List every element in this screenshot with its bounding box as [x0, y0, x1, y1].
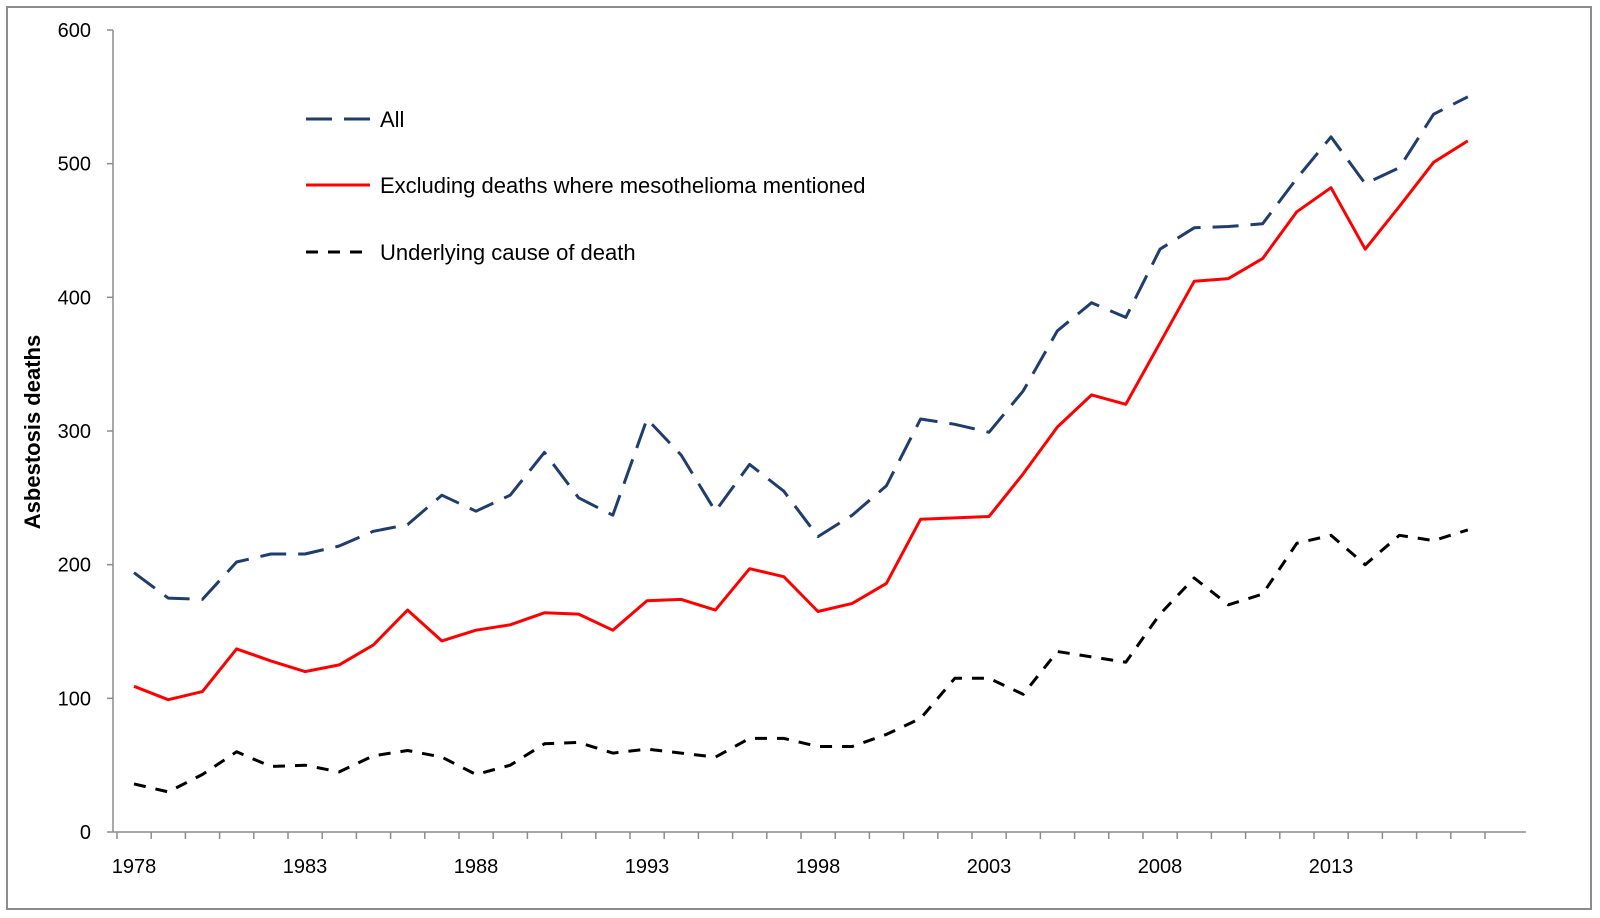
x-tick-label: 1993: [625, 856, 670, 878]
legend: All Excluding deaths where mesothelioma m…: [306, 107, 866, 265]
x-tick-label: 1978: [112, 856, 157, 878]
x-tick-label: 2013: [1309, 856, 1354, 878]
chart-frame: [6, 6, 1592, 910]
y-tick-label: 500: [58, 154, 91, 176]
x-tick-label: 1988: [454, 856, 499, 878]
series-layer: [133, 95, 1469, 794]
legend-label-1: Excluding deaths where mesothelioma ment…: [380, 173, 866, 198]
series-line-1: [133, 139, 1469, 702]
y-tick-label: 0: [80, 822, 91, 844]
y-tick-label: 200: [58, 555, 91, 577]
series-line-0: [133, 95, 1469, 601]
x-tick-label: 2003: [967, 856, 1012, 878]
x-tick-label: 1998: [796, 856, 841, 878]
legend-label-0: All: [380, 107, 404, 132]
x-tick-label: 2008: [1138, 856, 1183, 878]
x-tick-label: 1983: [283, 856, 328, 878]
y-tick-label: 600: [58, 20, 91, 42]
y-axis-title: Asbestosis deaths: [20, 335, 45, 529]
y-tick-label: 300: [58, 421, 91, 443]
y-tick-label: 400: [58, 287, 91, 309]
legend-label-2: Underlying cause of death: [380, 240, 636, 265]
y-tick-label: 100: [58, 688, 91, 710]
series-line-2: [133, 528, 1469, 794]
axes: 0 100 200 300 400 500 600 1978 1983 1988 1993 1998 2…: [58, 20, 1526, 878]
